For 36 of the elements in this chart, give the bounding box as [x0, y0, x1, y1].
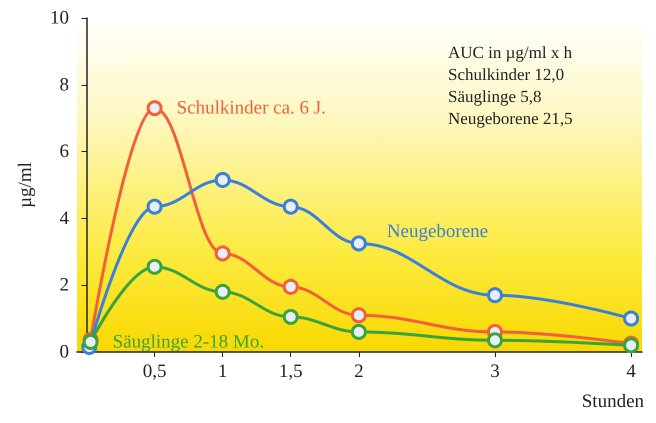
- y-tick-label: 4: [60, 208, 70, 229]
- annotation: AUC in µg/ml x h: [448, 43, 573, 62]
- y-axis-title: µg/ml: [15, 162, 36, 208]
- y-tick-label: 0: [60, 342, 69, 362]
- y-tick-label: 8: [60, 74, 69, 96]
- annotation: Schulkinder 12,0: [448, 65, 564, 84]
- annotation: Säuglinge 5,8: [448, 87, 542, 106]
- x-tick-label: 3: [490, 361, 500, 382]
- point: [214, 172, 231, 188]
- x-tick-label: 4: [626, 361, 636, 382]
- x-tick-label: 0,5: [142, 361, 166, 382]
- point: [146, 198, 163, 215]
- point: [214, 284, 231, 300]
- y-tick-label: 2: [60, 274, 69, 296]
- series-label: Neugeborene: [386, 220, 488, 242]
- x-tick-label: 2: [354, 361, 364, 382]
- point: [350, 235, 367, 252]
- series-label: Säuglinge 2-18 Mo.: [112, 331, 264, 352]
- point: [350, 307, 367, 324]
- point: [282, 198, 299, 215]
- x-tick-label: 1: [218, 361, 228, 382]
- point: [214, 245, 231, 262]
- point: [350, 324, 367, 340]
- point: [623, 310, 640, 327]
- annotation: Neugeborene 21,5: [448, 109, 573, 128]
- y-tick-label: 10: [50, 8, 69, 28]
- series-label: Schulkinder ca. 6 J.: [176, 98, 326, 119]
- x-axis-title: Stunden: [582, 391, 644, 412]
- point: [282, 308, 299, 325]
- point: [282, 278, 299, 295]
- point: [146, 258, 163, 275]
- point: [146, 100, 163, 116]
- y-tick-label: 6: [60, 141, 69, 162]
- point: [486, 332, 503, 348]
- point: [486, 287, 503, 304]
- x-tick-label: 1,5: [278, 361, 303, 382]
